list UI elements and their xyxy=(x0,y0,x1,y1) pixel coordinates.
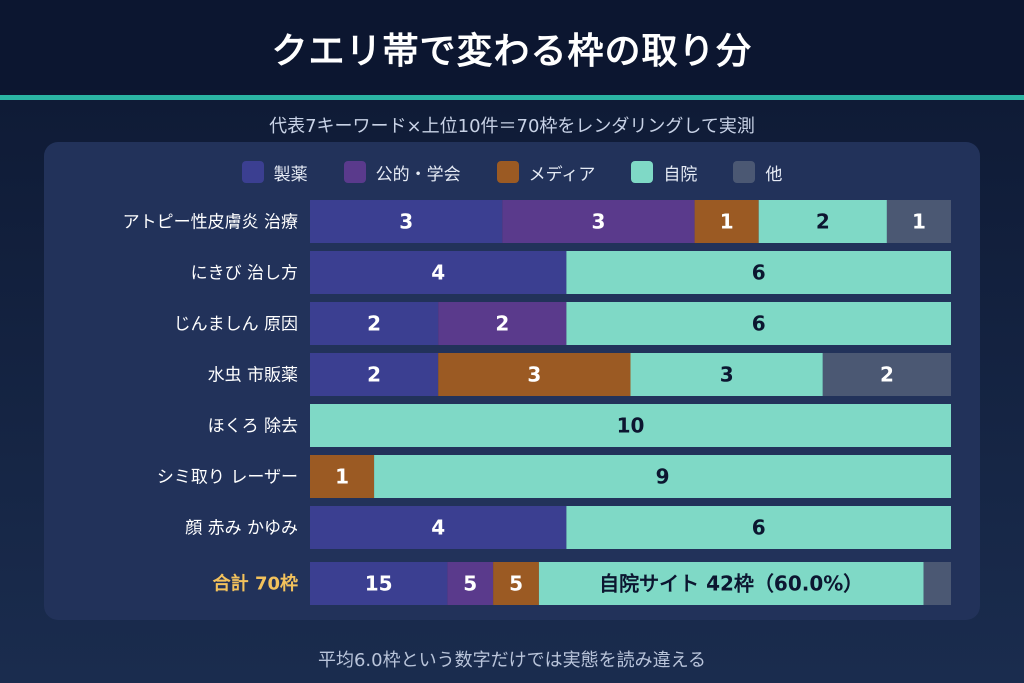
data-label: 6 xyxy=(752,516,766,540)
bar-segment-jiin xyxy=(310,404,951,447)
total-data-label: 5 xyxy=(509,572,523,596)
bar-segment-seiyaku xyxy=(310,200,503,243)
data-label: 4 xyxy=(431,516,445,540)
data-label: 6 xyxy=(752,261,766,285)
legend-item-other: 他 xyxy=(733,160,782,185)
data-label: 4 xyxy=(431,261,445,285)
bar-segment-other xyxy=(822,353,951,396)
bar-segment-seiyaku xyxy=(310,353,439,396)
total-segment-seiyaku xyxy=(310,562,448,605)
legend-item-seiyaku: 製薬 xyxy=(241,160,308,185)
total-segment-koteki xyxy=(447,562,494,605)
title-accent-line xyxy=(0,95,1024,100)
data-label: 1 xyxy=(720,210,734,234)
data-label: 2 xyxy=(495,312,509,336)
bar-segment-seiyaku xyxy=(310,302,439,345)
data-label: 2 xyxy=(367,312,381,336)
bar-segment-jiin xyxy=(374,455,952,498)
row-label: にきび 治し方 xyxy=(191,264,298,284)
row-label: シミ取り レーザー xyxy=(157,468,298,488)
total-segment-other xyxy=(923,562,951,605)
data-label: 2 xyxy=(816,210,830,234)
legend-label-koteki: 公的・学会 xyxy=(375,164,461,185)
bar-segment-koteki xyxy=(502,200,695,243)
bar-segment-jiin xyxy=(758,200,887,243)
data-label: 1 xyxy=(912,210,926,234)
data-label: 2 xyxy=(367,363,381,387)
bar-segment-jiin xyxy=(566,506,951,549)
data-label: 2 xyxy=(880,363,894,387)
data-label: 10 xyxy=(617,414,645,438)
bar-segment-media xyxy=(438,353,631,396)
legend-swatch-media xyxy=(496,161,519,183)
bar-segment-jiin xyxy=(566,302,951,345)
total-segment-media xyxy=(493,562,539,605)
bar-segment-koteki xyxy=(438,302,567,345)
data-label: 1 xyxy=(335,465,349,489)
legend-item-jiin: 自院 xyxy=(631,160,697,185)
data-label: 6 xyxy=(752,312,766,336)
total-data-label: 5 xyxy=(463,572,477,596)
row-label: 水虫 市販薬 xyxy=(208,366,298,386)
legend-swatch-other xyxy=(733,161,756,183)
bar-segment-media xyxy=(310,455,375,498)
total-segment-jiin xyxy=(538,562,924,605)
bar-segment-media xyxy=(694,200,759,243)
data-label: 3 xyxy=(591,210,605,234)
legend-item-media: メディア xyxy=(496,160,596,185)
row-label: ほくろ 除去 xyxy=(208,417,298,437)
legend-swatch-jiin xyxy=(631,161,654,183)
data-label: 3 xyxy=(720,363,734,387)
data-label: 3 xyxy=(399,210,413,234)
legend-label-jiin: 自院 xyxy=(663,164,698,185)
legend-label-other: 他 xyxy=(765,164,783,185)
total-data-label: 15 xyxy=(365,572,393,596)
data-label: 3 xyxy=(527,363,541,387)
bar-segment-seiyaku xyxy=(310,506,567,549)
bar-segment-other xyxy=(886,200,951,243)
bar-segment-jiin xyxy=(566,251,951,294)
legend-item-koteki: 公的・学会 xyxy=(343,160,461,185)
row-label: じんましん 原因 xyxy=(174,315,298,335)
row-label: アトピー性皮膚炎 治療 xyxy=(123,213,298,233)
legend: 製薬 公的・学会 メディア 自院 他 xyxy=(0,160,1024,185)
data-label: 9 xyxy=(656,465,670,489)
total-data-label: 自院サイト 42枠（60.0%） xyxy=(599,572,863,596)
legend-swatch-seiyaku xyxy=(241,161,264,183)
bar-segment-jiin xyxy=(630,353,823,396)
legend-swatch-koteki xyxy=(343,161,366,183)
legend-label-media: メディア xyxy=(528,164,596,185)
row-label: 顔 赤み かゆみ xyxy=(185,519,298,539)
footer-note: 平均6.0枠という数字だけでは実態を読み違える xyxy=(317,650,707,671)
total-row-label: 合計 70枠 xyxy=(213,573,298,595)
bar-segment-seiyaku xyxy=(310,251,567,294)
legend-label-seiyaku: 製薬 xyxy=(273,164,308,185)
title-band: クエリ帯で変わる枠の取り分 xyxy=(0,0,1024,96)
page-title: クエリ帯で変わる枠の取り分 xyxy=(271,31,753,72)
subtitle: 代表7キーワード×上位10件＝70枠をレンダリングして実測 xyxy=(269,116,755,137)
